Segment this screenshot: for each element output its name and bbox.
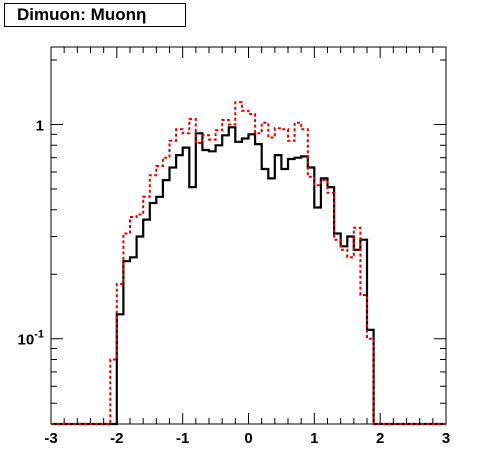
y-tick-labels: 1 10-1: [18, 117, 44, 348]
x-tick-label: 0: [244, 430, 252, 447]
y-tick-label: 1: [36, 117, 44, 134]
x-tick-label: 1: [310, 430, 318, 447]
x-tick-label: 3: [442, 430, 450, 447]
x-tick-label: -3: [44, 430, 57, 447]
series-layer: [51, 101, 446, 426]
x-tick-label: -1: [176, 430, 189, 447]
y-tick-label: 10-1: [18, 329, 44, 349]
x-tick-label: 2: [376, 430, 384, 447]
axis-ticks: [50, 47, 447, 425]
x-tick-labels: -3 -2 -1 0 1 2 3: [44, 430, 450, 447]
chart-title: Dimuon: Muonη: [4, 3, 186, 27]
histogram-series-2: [51, 101, 446, 425]
histogram-series-1: [51, 126, 446, 426]
x-tick-label: -2: [110, 430, 123, 447]
